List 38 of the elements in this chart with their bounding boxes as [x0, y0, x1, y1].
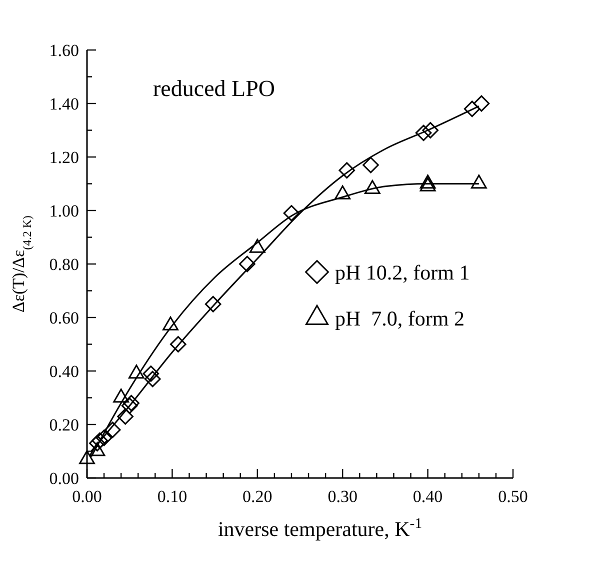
legend-label: pH 10.2, form 1 [335, 260, 470, 284]
x-tick-label: 0.10 [157, 487, 188, 506]
point [142, 366, 160, 382]
legend-label: pH 7.0, form 2 [335, 306, 464, 330]
point [170, 336, 186, 352]
point [338, 162, 356, 179]
point [362, 156, 379, 174]
point [239, 256, 256, 272]
y-tick-label: 1.20 [49, 148, 79, 167]
point [464, 100, 480, 118]
point [415, 124, 432, 142]
point [144, 370, 161, 388]
point [283, 205, 300, 222]
y-tick-label: 1.60 [49, 40, 79, 60]
point [92, 432, 108, 449]
x-tick-label: 0.30 [328, 487, 358, 506]
y-tick-label: 0.00 [49, 468, 79, 488]
point [123, 394, 140, 412]
y-tick-label: 0.60 [49, 308, 79, 328]
x-tick-label: 0.40 [412, 487, 443, 506]
point [121, 398, 138, 414]
point [422, 122, 439, 138]
x-tick-label: 0.20 [242, 487, 272, 506]
y-tick-label: 0.80 [49, 254, 79, 274]
annotation: reduced LPO [153, 76, 275, 101]
y-tick-label: 1.40 [49, 94, 79, 114]
point [117, 408, 134, 425]
point [104, 422, 121, 438]
y-tick-label: 1.00 [49, 201, 79, 220]
point [204, 296, 222, 312]
x-axis-title: inverse temperature, K$^{-1}$ [218, 516, 422, 541]
y-tick-label: 0.40 [49, 362, 79, 381]
point [89, 435, 106, 452]
point [473, 95, 490, 112]
point [96, 430, 112, 446]
y-tick-label: 0.20 [49, 415, 79, 434]
x-tick-label: 0.00 [72, 487, 102, 506]
x-tick-label: 0.50 [498, 487, 528, 506]
